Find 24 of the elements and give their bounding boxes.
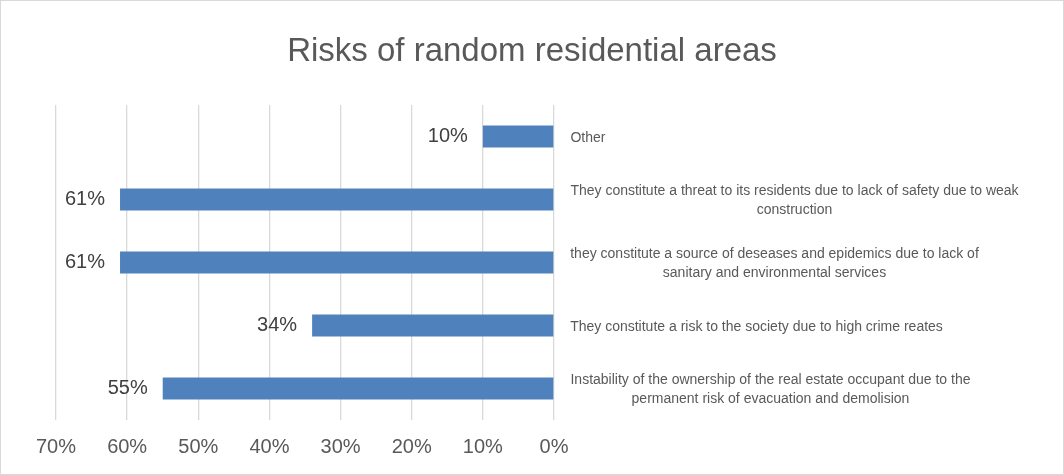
x-tick-label: 70% <box>35 434 77 457</box>
data-label: 34% <box>257 313 298 336</box>
data-label: 55% <box>107 376 148 399</box>
bar <box>120 188 554 211</box>
bar <box>162 377 554 400</box>
x-tick-label: 0% <box>539 434 569 457</box>
data-label: 61% <box>65 250 106 273</box>
data-label: 61% <box>65 187 106 210</box>
bar <box>312 314 554 337</box>
y-tick-label: They constitute a threat to its residents due to lack of safety due to weak construction <box>570 180 1019 219</box>
x-tick-label: 10% <box>462 434 504 457</box>
x-tick-label: 30% <box>320 434 361 457</box>
x-tick-label: 20% <box>391 434 432 457</box>
data-label: 10% <box>427 124 469 147</box>
bar <box>120 251 554 274</box>
y-tick-label: They constitute a risk to the society due to high crime reates <box>570 316 943 335</box>
x-tick-label: 40% <box>249 434 290 457</box>
bar <box>482 125 554 148</box>
y-tick-label: Instability of the ownership of the real estate occupant due to the permanent risk of evacuation and demolision <box>570 369 971 408</box>
y-tick-label: Other <box>570 127 606 146</box>
x-tick-label: 60% <box>107 434 148 457</box>
x-tick-label: 50% <box>178 434 219 457</box>
chart-title: Risks of random residential areas <box>287 31 777 69</box>
y-tick-label: they constitute a source of deseases and epidemics due to lack of sanitary and environmental services <box>570 243 979 282</box>
